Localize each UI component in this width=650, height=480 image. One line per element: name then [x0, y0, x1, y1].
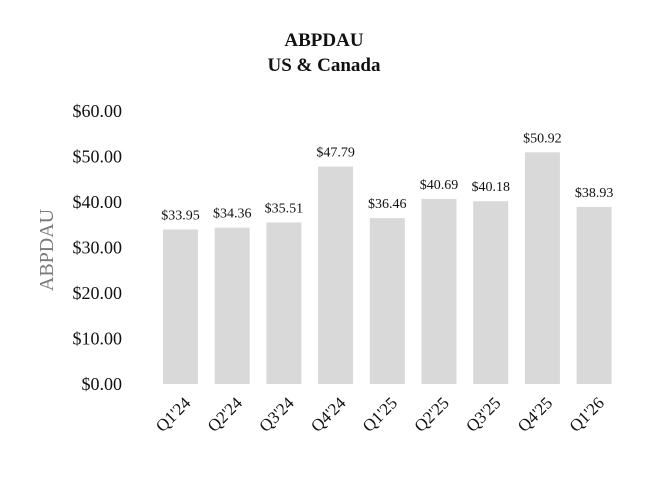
y-tick-label: $10.00 — [73, 329, 123, 349]
bar — [369, 218, 405, 384]
x-tick-label: Q4'25 — [514, 393, 556, 435]
x-axis-ticks: Q1'24 Q2'24 Q3'24 Q4'24 Q1'25 Q2'25 Q3'25 Q4'25… — [152, 393, 608, 436]
x-tick-label: Q1'24 — [152, 393, 195, 436]
y-axis-ticks: $0.00 $10.00 $20.00 $30.00 $40.00 $50.00 $60.0… — [73, 101, 123, 394]
bar-value-label: $36.46 — [368, 197, 407, 212]
bar — [473, 201, 509, 384]
bar — [318, 166, 354, 384]
chart-subtitle: US & Canada — [268, 55, 381, 76]
bar-value-label: $38.93 — [575, 186, 614, 201]
x-tick-label: Q4'24 — [307, 393, 350, 436]
bar-value-label: $50.92 — [523, 131, 562, 146]
bar-value-label: $33.95 — [161, 209, 200, 224]
x-tick-label: Q2'24 — [204, 393, 247, 436]
y-tick-label: $60.00 — [73, 101, 123, 121]
y-tick-label: $50.00 — [73, 147, 123, 167]
y-tick-label: $20.00 — [73, 283, 123, 303]
x-tick-label: Q3'24 — [255, 393, 298, 436]
bar-value-label: $47.79 — [316, 146, 355, 161]
x-tick-label: Q3'25 — [462, 393, 504, 435]
bar-value-label: $35.51 — [265, 201, 304, 216]
bar — [214, 227, 250, 384]
bar — [524, 152, 560, 384]
bar — [163, 229, 198, 384]
data-labels-group: $33.95 $34.36 $35.51 $47.79 $36.46 $40.69 $40.… — [161, 131, 613, 223]
chart-title: ABPDAU — [284, 30, 363, 51]
bar — [576, 206, 612, 384]
bar — [421, 198, 457, 384]
bar-value-label: $34.36 — [213, 207, 252, 222]
y-tick-label: $0.00 — [82, 374, 123, 394]
bar-value-label: $40.18 — [471, 180, 510, 195]
x-tick-label: Q1'25 — [359, 393, 401, 435]
bars-group — [163, 152, 612, 384]
bar-value-label: $40.69 — [420, 178, 459, 193]
y-axis-label: ABPDAU — [36, 208, 58, 291]
y-tick-label: $30.00 — [73, 238, 123, 258]
bar — [266, 222, 302, 384]
x-tick-label: Q2'25 — [411, 393, 453, 435]
y-tick-label: $40.00 — [73, 192, 123, 212]
x-tick-label: Q1'26 — [566, 393, 608, 435]
